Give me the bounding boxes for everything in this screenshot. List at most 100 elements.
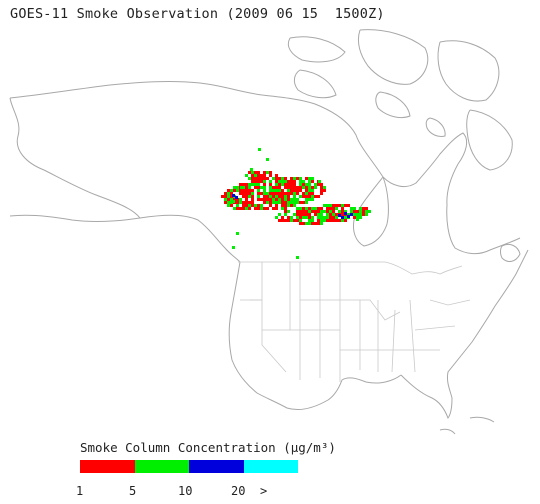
smoke-pixel [293,204,296,207]
smoke-pixel [326,213,329,216]
smoke-pixel [305,207,308,210]
smoke-pixel [266,158,269,161]
smoke-pixel [308,216,311,219]
smoke-pixel [224,201,227,204]
smoke-pixel [302,216,305,219]
smoke-pixel [308,222,311,225]
smoke-pixel [248,204,251,207]
smoke-pixel [296,177,299,180]
smoke-pixel [317,219,320,222]
smoke-pixel [311,180,314,183]
smoke-pixel [320,216,323,219]
smoke-pixel [236,186,239,189]
smoke-pixel [272,207,275,210]
smoke-pixel [356,210,359,213]
smoke-pixel [266,177,269,180]
smoke-pixel [293,198,296,201]
smoke-pixel [329,216,332,219]
smoke-pixel [269,201,272,204]
smoke-pixel [245,198,248,201]
smoke-pixel [257,189,260,192]
smoke-pixel [359,210,362,213]
smoke-pixel [311,189,314,192]
smoke-pixel [272,189,275,192]
smoke-pixel [320,213,323,216]
smoke-pixel [296,256,299,259]
smoke-pixel [266,192,269,195]
smoke-pixel [263,189,266,192]
smoke-pixel [338,219,341,222]
smoke-pixel [326,210,329,213]
smoke-pixel [275,186,278,189]
smoke-pixel [368,210,371,213]
smoke-pixel [260,180,263,183]
smoke-pixel [242,183,245,186]
smoke-pixel [332,207,335,210]
smoke-pixel [257,195,260,198]
smoke-pixel [263,174,266,177]
smoke-pixel [257,207,260,210]
smoke-pixel [308,198,311,201]
smoke-pixel [284,219,287,222]
smoke-pixel [242,201,245,204]
smoke-pixel [287,192,290,195]
smoke-pixel [263,177,266,180]
smoke-pixel [341,216,344,219]
smoke-pixel [263,198,266,201]
legend-bin-3 [243,460,298,473]
smoke-pixel [362,210,365,213]
legend-tick-1: 5 [129,484,137,498]
smoke-pixel [257,192,260,195]
smoke-pixel [275,189,278,192]
smoke-pixel [224,198,227,201]
smoke-pixel [284,186,287,189]
smoke-pixel [317,207,320,210]
smoke-pixel [308,180,311,183]
smoke-pixel [257,171,260,174]
smoke-pixel [308,186,311,189]
smoke-pixel [266,195,269,198]
smoke-pixel [335,207,338,210]
smoke-pixel [242,204,245,207]
smoke-pixel [287,180,290,183]
smoke-pixel [299,207,302,210]
smoke-pixel [359,213,362,216]
smoke-pixel [227,192,230,195]
smoke-pixel [272,177,275,180]
smoke-pixel [314,207,317,210]
smoke-pixel [320,186,323,189]
smoke-pixel [344,210,347,213]
smoke-pixel [335,213,338,216]
smoke-pixel [266,198,269,201]
smoke-pixel [290,201,293,204]
smoke-pixel [245,195,248,198]
smoke-pixel [287,186,290,189]
smoke-pixel [299,213,302,216]
smoke-pixel [251,195,254,198]
smoke-pixel [230,189,233,192]
legend-bin-0 [80,460,135,473]
smoke-pixel [365,210,368,213]
smoke-pixel [302,192,305,195]
smoke-pixel [305,222,308,225]
smoke-pixel [329,213,332,216]
smoke-pixel [221,195,224,198]
smoke-pixel [242,186,245,189]
smoke-pixel [329,207,332,210]
smoke-pixel [245,207,248,210]
smoke-pixel [299,219,302,222]
smoke-pixel [308,213,311,216]
smoke-pixel [305,189,308,192]
smoke-pixel [240,186,243,189]
smoke-pixel [248,186,251,189]
smoke-pixel [293,195,296,198]
smoke-pixel [308,183,311,186]
smoke-pixel [269,183,272,186]
smoke-pixel [296,216,299,219]
smoke-plumes [221,148,371,259]
smoke-pixel [263,186,266,189]
smoke-pixel [278,219,281,222]
smoke-pixel [230,204,233,207]
smoke-pixel [317,210,320,213]
